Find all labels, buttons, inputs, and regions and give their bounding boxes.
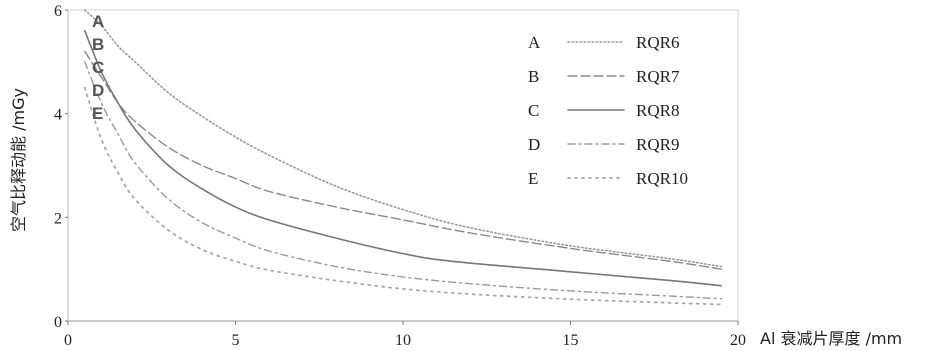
- series-line-rqr10: [83, 86, 723, 306]
- curve-letter-a: A: [92, 12, 104, 31]
- legend-label: RQR6: [636, 33, 679, 52]
- y-tick-label: 6: [54, 3, 62, 20]
- legend-label: RQR8: [636, 101, 679, 120]
- legend-label: RQR7: [636, 67, 680, 86]
- legend-entry-rqr9: D RQR9: [528, 135, 679, 154]
- y-tick-label: 0: [54, 314, 62, 331]
- x-axis-label: Al 衰减片厚度 /mm: [760, 329, 902, 348]
- curve-letter-c: C: [92, 58, 104, 77]
- legend-letter: E: [528, 169, 538, 188]
- legend-entry-rqr7: B RQR7: [528, 67, 680, 86]
- series-line-rqr7: [84, 50, 722, 270]
- y-axis-label: 空气比释动能 /mGy: [9, 88, 28, 232]
- legend-entry-rqr8: C RQR8: [528, 101, 679, 120]
- curve-letter-e: E: [92, 104, 103, 123]
- curve-letter-b: B: [92, 35, 104, 54]
- legend-letter: D: [528, 135, 540, 154]
- x-tick-label: 5: [232, 332, 240, 349]
- x-tick-label: 15: [563, 332, 579, 349]
- legend-letter: A: [528, 33, 541, 52]
- legend-entry-rqr10: E RQR10: [528, 169, 688, 188]
- legend-label: RQR9: [636, 135, 679, 154]
- x-tick-label: 0: [64, 332, 72, 349]
- curve-letter-d: D: [92, 81, 104, 100]
- series-line-rqr8: [84, 29, 723, 287]
- series-line-rqr6: [84, 9, 723, 268]
- y-tick-label: 2: [54, 210, 62, 227]
- legend-letter: C: [528, 101, 539, 120]
- legend-entry-rqr6: A RQR6: [528, 33, 679, 52]
- x-tick-label: 20: [730, 332, 746, 349]
- legend-label: RQR10: [636, 169, 688, 188]
- y-tick-label: 4: [54, 107, 62, 124]
- series-line-rqr9: [84, 61, 722, 300]
- legend-letter: B: [528, 67, 539, 86]
- x-tick-label: 10: [395, 332, 411, 349]
